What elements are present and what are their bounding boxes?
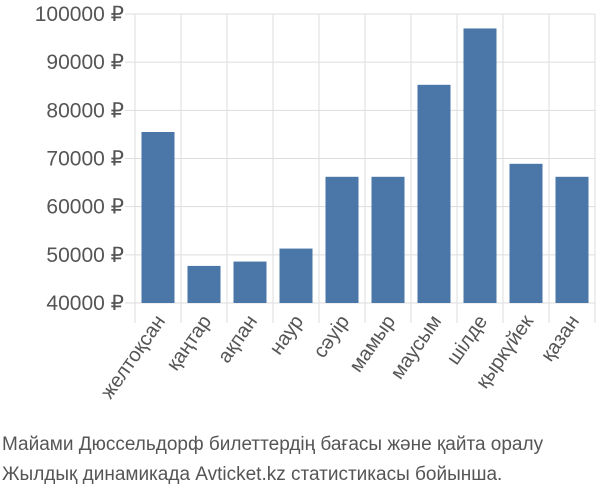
x-tick-label: ақпан (214, 311, 262, 367)
bar (463, 28, 497, 303)
y-tick-label: 40000 ₽ (46, 292, 124, 315)
bar (233, 261, 267, 303)
y-tick-label: 90000 ₽ (46, 51, 124, 74)
bar (555, 176, 589, 303)
x-tick-label: қаңтар (162, 311, 216, 374)
y-tick-label: 70000 ₽ (46, 148, 124, 171)
bar (417, 84, 451, 304)
chart-caption: Майами Дюссельдорф билеттердің бағасы жә… (0, 430, 600, 490)
x-tick-label: наур (266, 311, 309, 359)
bars (141, 28, 589, 304)
y-tick-label: 80000 ₽ (46, 99, 124, 122)
x-tick-label: сәуір (309, 311, 354, 362)
bar (325, 176, 359, 303)
bar (371, 176, 405, 303)
price-bar-chart: 40000 ₽ 50000 ₽ 60000 ₽ 70000 ₽ 80000 ₽ 90000… (35, 3, 596, 403)
grid-lines (125, 13, 596, 323)
y-tick-label: 60000 ₽ (46, 196, 124, 219)
bar (141, 132, 175, 303)
y-axis-labels: 40000 ₽ 50000 ₽ 60000 ₽ 70000 ₽ 80000 ₽ 90000… (35, 3, 124, 315)
y-tick-label: 100000 ₽ (35, 3, 124, 26)
bar (187, 265, 221, 303)
caption-line-2: Жылдық динамикада Avticket.kz статистика… (2, 464, 503, 485)
bar (279, 248, 313, 303)
y-tick-label: 50000 ₽ (46, 244, 124, 267)
caption-line-1: Майами Дюссельдорф билеттердің бағасы жә… (2, 434, 544, 455)
x-tick-label: желтоқсан (97, 311, 170, 403)
x-tick-label: қазан (537, 311, 584, 365)
bar (509, 163, 543, 303)
